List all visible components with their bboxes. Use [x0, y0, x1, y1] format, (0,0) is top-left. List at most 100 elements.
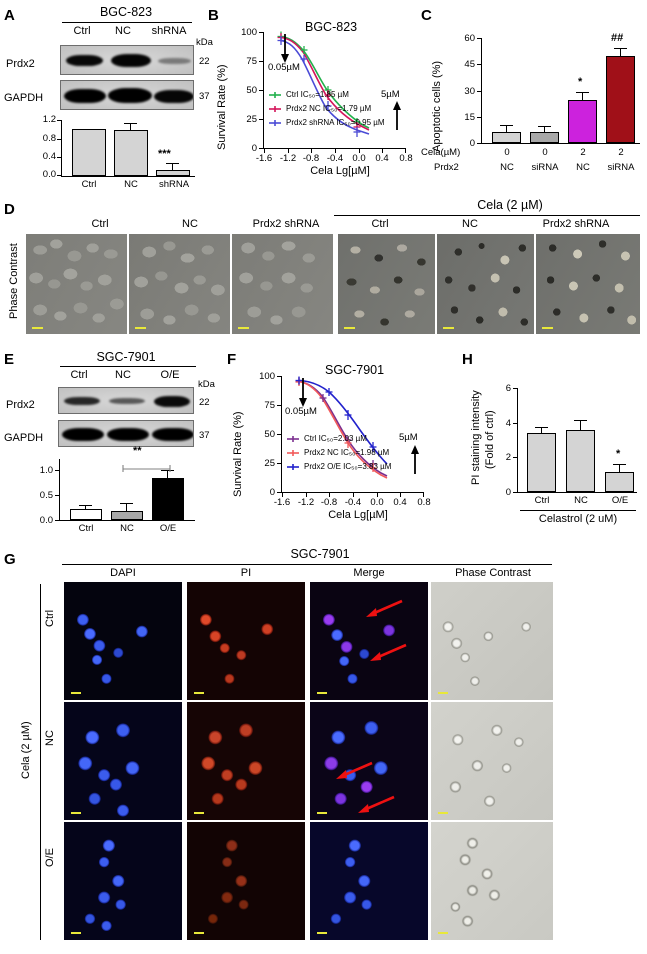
panel-f-xtick-label-4: 0.0 [370, 497, 384, 508]
panel-b-legend-markers [269, 92, 281, 126]
panel-g-col-dapi: DAPI [110, 567, 136, 579]
panel-c-prdx2-2: siRNA [531, 162, 559, 173]
panel-h-ylabel-line1: PI staining intensity [470, 390, 482, 486]
panel-c-row-header-cela: Cela(µM) [421, 147, 461, 158]
panel-h-ytick-6 [513, 388, 517, 390]
panel-h-xtick-oe: O/E [611, 495, 629, 506]
panel-b-ytick-label-0: 0 [251, 143, 257, 154]
panel-g-title: SGC-7901 [290, 547, 350, 561]
panel-e-sig-bracket [122, 465, 171, 472]
panel-b-xlabel: Cela Lg[µM] [310, 165, 370, 177]
panel-c-ytick-label-60: 60 [464, 33, 475, 44]
panel-d-group-rule [334, 215, 640, 217]
panel-f-ytick-label-75: 75 [264, 400, 275, 411]
panel-a-lane-shrna: shRNA [151, 25, 187, 37]
panel-c-cela-3: 2 [580, 147, 586, 158]
panel-e-ytick-05 [55, 495, 59, 497]
panel-b-xtick-0 [264, 149, 266, 153]
panel-c-x-axis [481, 143, 640, 145]
panel-g-tile-nc-pi [187, 702, 305, 820]
panel-h-errcap-oe [613, 464, 626, 466]
panel-e-xtick-oe: O/E [159, 523, 177, 534]
panel-a-blot-gapdh [60, 80, 194, 110]
panel-c-ytick-60 [477, 38, 481, 40]
panel-b-x-axis [263, 148, 406, 150]
scale-bar [317, 932, 327, 934]
panel-b-xtick-label-3: -0.4 [326, 153, 344, 164]
panel-b-curves [277, 31, 370, 137]
panel-a-lane-ctrl: Ctrl [73, 25, 91, 37]
panel-c-err-2 [544, 126, 546, 133]
panel-e-kda-label: kDa [198, 379, 215, 390]
panel-c-ytick-label-45: 45 [464, 59, 475, 70]
panel-c-cela-2: 0 [542, 147, 548, 158]
panel-h-x-axis [517, 492, 637, 494]
panel-e-lane-ctrl: Ctrl [70, 369, 88, 381]
panel-a-ytick-label-2: 0.8 [42, 133, 56, 144]
scale-bar [194, 932, 204, 934]
scale-bar [344, 327, 355, 329]
panel-e-errcap-nc [120, 503, 133, 505]
scale-bar [71, 932, 81, 934]
scale-bar [542, 327, 553, 329]
panel-h-err-oe [619, 464, 621, 473]
panel-d-tile-cela-nc [437, 234, 534, 334]
panel-c-prdx2-1: NC [500, 162, 514, 173]
panel-f-curves [295, 376, 388, 479]
panel-h-ytick-0 [513, 492, 517, 494]
panel-e-ytick-label-05: 0.5 [39, 490, 53, 501]
panel-a-xtick-shrna: shRNA [158, 179, 190, 190]
panel-f-xtick-label-3: -0.4 [344, 497, 362, 508]
panel-e-y-axis [59, 459, 61, 521]
panel-g-tile-nc-phase [431, 702, 553, 820]
scale-bar [438, 932, 448, 934]
panel-b-xtick-2 [311, 149, 313, 153]
panel-c-row-header-prdx2: Prdx2 [434, 162, 459, 173]
scale-bar [71, 812, 81, 814]
panel-d-tile-ctrl [26, 234, 127, 334]
panel-f-xtick-label-1: -1.2 [297, 497, 315, 508]
panel-c-errcap-2 [538, 126, 551, 128]
panel-b-letter: B [208, 7, 219, 24]
panel-e-row-label-gapdh: GAPDH [4, 432, 44, 444]
panel-b-arrow-up-icon [393, 101, 401, 130]
panel-c-err-4 [620, 48, 622, 57]
panel-e-ytick-label-0: 0.0 [39, 515, 53, 526]
panel-b-ytick-label-100: 100 [241, 27, 257, 38]
panel-f-xtick-2 [329, 493, 331, 497]
panel-c-ytick-0 [477, 143, 481, 145]
panel-g-arrow-nc-1 [336, 761, 373, 779]
scale-bar [317, 812, 327, 814]
panel-a-ytick-3 [57, 120, 61, 122]
panel-e-mw-37: 37 [199, 430, 210, 441]
panel-f-ylabel: Survival Rate (%) [232, 411, 244, 497]
panel-f-xtick-4 [377, 493, 379, 497]
panel-b-ylabel: Survival Rate (%) [216, 64, 228, 150]
panel-h-errcap-ctrl [535, 427, 548, 429]
panel-d-col-shrna: Prdx2 shRNA [252, 218, 320, 230]
scale-bar [238, 327, 249, 329]
panel-e-title-rule [60, 366, 196, 368]
panel-d-tile-nc [129, 234, 230, 334]
panel-h-err-ctrl [541, 427, 543, 434]
panel-h-sig-oe: * [616, 448, 621, 460]
panel-b-annotation-low-dose: 0.05µM [268, 62, 300, 73]
panel-e-bar-ctrl [70, 509, 102, 520]
panel-a-ytick-label-0: 0.0 [42, 169, 56, 180]
panel-d-col-nc: NC [182, 218, 198, 230]
panel-f-annotation-low-dose: 0.05µM [285, 406, 317, 417]
panel-b-annotation-high-dose: 5µM [381, 89, 400, 100]
panel-b-xtick-4 [359, 149, 361, 153]
panel-c-bar-2 [530, 132, 559, 143]
panel-f-xlabel: Cela Lg[µM] [328, 509, 388, 521]
panel-a-row-label-prdx2: Prdx2 [6, 58, 35, 70]
panel-h-ytick-label-6: 6 [505, 383, 511, 394]
panel-g-tile-nc-merge [310, 702, 428, 820]
scale-bar [135, 327, 146, 329]
panel-f-xtick-6 [423, 493, 425, 497]
panel-g-side-bracket [40, 584, 42, 940]
panel-h-bar-ctrl [527, 433, 556, 492]
panel-c-ytick-15 [477, 117, 481, 119]
panel-b-xtick-1 [288, 149, 290, 153]
panel-e-ytick-10 [55, 470, 59, 472]
